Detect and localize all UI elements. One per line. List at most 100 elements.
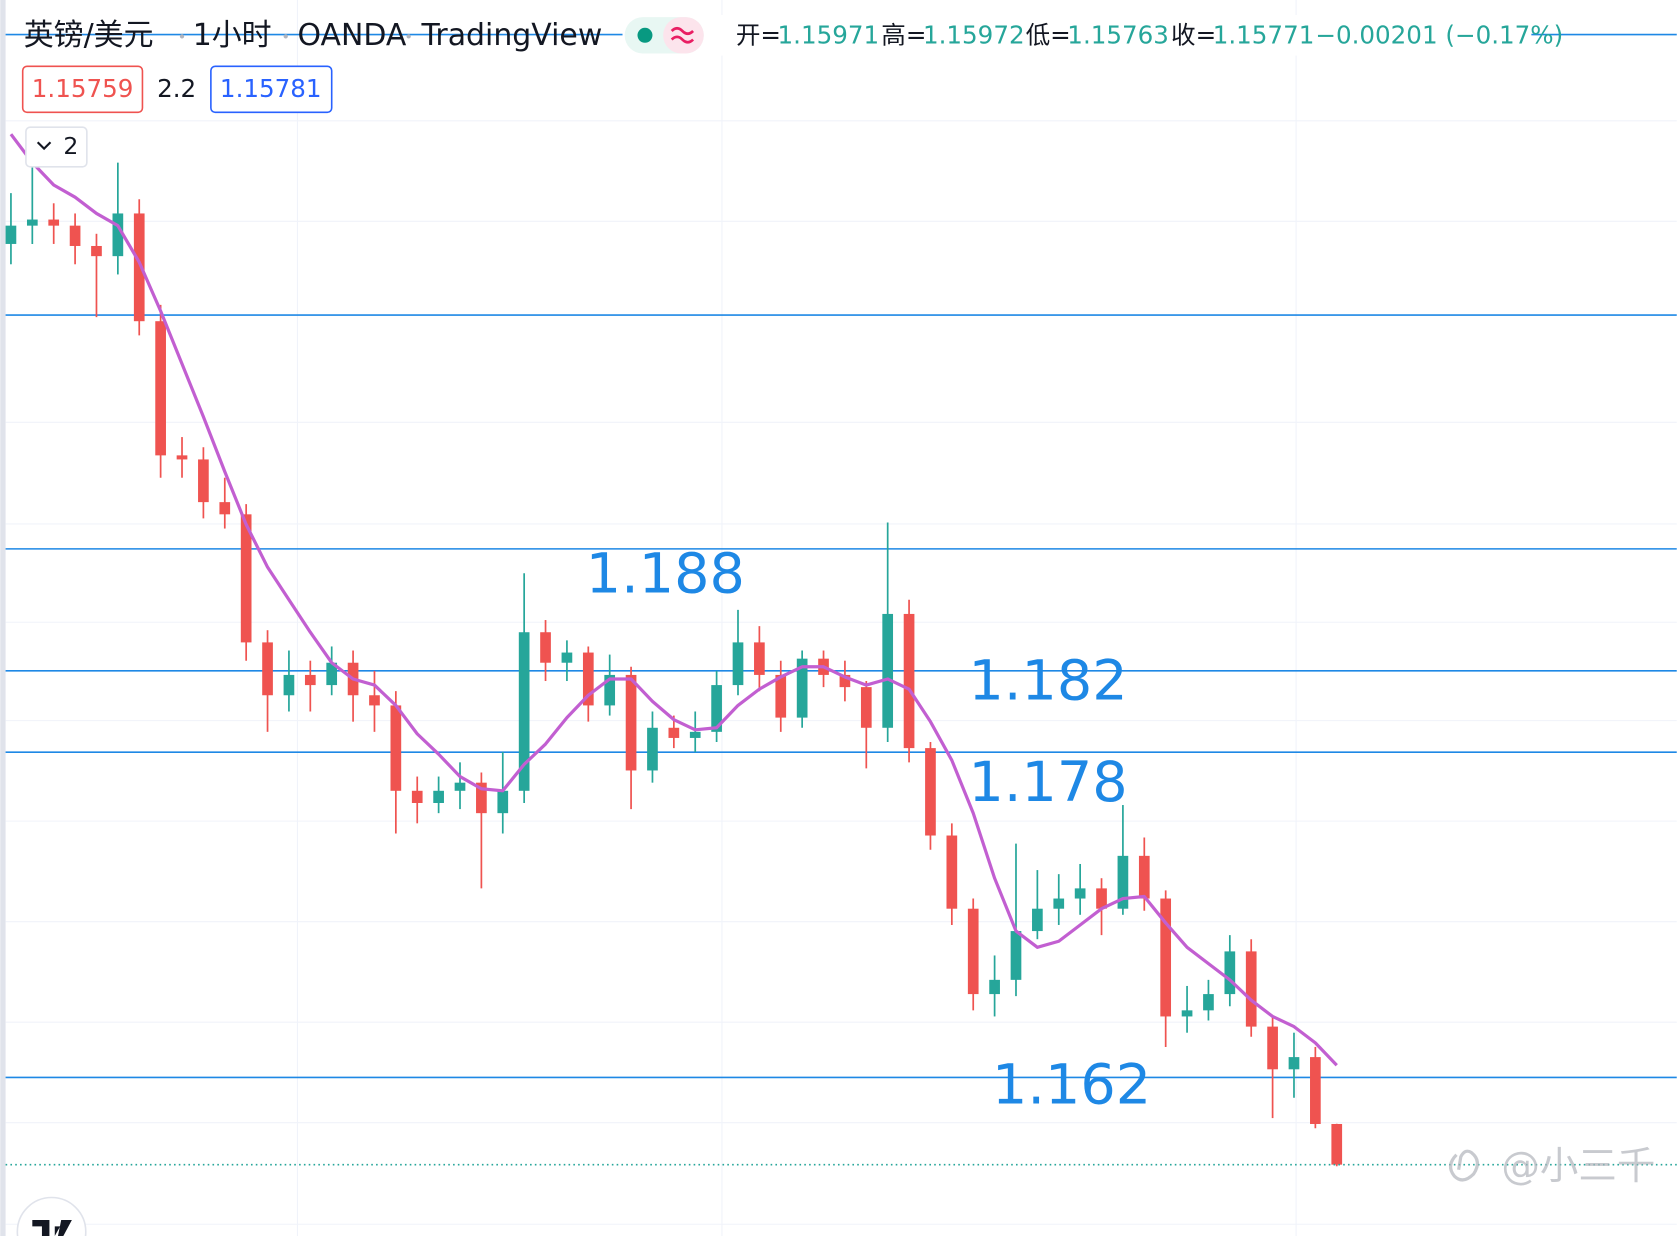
candle-body [518, 632, 530, 791]
candle-body [1074, 888, 1086, 899]
ohlc-label: 收= [1171, 20, 1216, 49]
candle-body [133, 213, 145, 322]
candle-body [775, 674, 787, 718]
open-value: 1.15971 [778, 20, 880, 49]
candle-body [860, 687, 872, 728]
candle-body [176, 455, 188, 460]
candle-body [925, 748, 936, 836]
ask-box[interactable] [210, 65, 333, 114]
overlay: 英镑/美元 1小时 OANDA TradingView 开= 1.15971 高… [16, 14, 1655, 1236]
candle-body [1138, 855, 1150, 899]
candle-body [1010, 931, 1022, 980]
bid-price: 1.15759 [32, 74, 134, 103]
logo-badge[interactable] [16, 1196, 87, 1236]
change: −0.00201 (−0.17%) [1315, 20, 1563, 49]
candle-body [967, 908, 979, 995]
candle-body [1245, 951, 1257, 1027]
candle-body [304, 674, 316, 686]
broker: OANDA [297, 18, 406, 53]
candle-body [732, 642, 744, 686]
candle-body [1053, 898, 1065, 909]
candle-body [668, 727, 680, 738]
ohlc-label: 高= [881, 20, 926, 49]
candle-body [561, 652, 573, 663]
candle-body [476, 782, 487, 814]
candle-body [454, 782, 466, 791]
candle-body [326, 662, 338, 686]
candle-body [582, 652, 594, 706]
indicator-toggle[interactable] [25, 126, 88, 168]
market-open-dot [637, 27, 653, 43]
candle-body [1096, 888, 1107, 909]
candle-body [283, 674, 295, 696]
level-label: 1.162 [992, 1053, 1151, 1118]
candle-body [219, 502, 231, 515]
indicator-count: 2 [63, 132, 78, 160]
candle-body [1310, 1057, 1321, 1124]
candle-body [1288, 1057, 1300, 1070]
logo [32, 1219, 72, 1236]
header-background [622, 14, 1532, 56]
ask-price: 1.15781 [220, 74, 322, 103]
delayed-icon [670, 27, 695, 44]
ohlc-label: 低= [1026, 20, 1071, 49]
candle-body [240, 514, 252, 643]
candle-body [433, 790, 444, 803]
candle-body [625, 674, 637, 771]
candle-body [796, 658, 808, 718]
bid-box[interactable] [21, 65, 144, 114]
candle-body [390, 705, 402, 791]
candle-body [540, 632, 551, 663]
candle-body [1032, 908, 1043, 932]
left-border [0, 0, 6, 1236]
level-label: 1.182 [969, 648, 1128, 713]
plot [5, 33, 1677, 1167]
separator [406, 34, 411, 39]
candle-body [946, 835, 958, 909]
candle-body [411, 790, 423, 803]
candle-body [711, 685, 722, 732]
status-pill-right [663, 17, 704, 54]
ohlc-label: 开= [736, 20, 781, 49]
candle-body [1331, 1123, 1343, 1165]
candle-body [882, 613, 894, 728]
candle-body [1117, 855, 1129, 909]
candle-body [989, 979, 1000, 995]
spread: 2.2 [157, 74, 196, 103]
candle-body [1181, 1010, 1193, 1017]
candle-body [903, 613, 915, 749]
low-value: 1.15763 [1067, 20, 1169, 49]
candle-body [839, 674, 851, 688]
candle-body [112, 213, 124, 257]
candle-body [604, 674, 616, 706]
candle-body [369, 695, 380, 706]
high-value: 1.15972 [923, 20, 1025, 49]
watermark: @小三千 [1501, 1144, 1655, 1189]
symbol: 英镑/美元 [24, 18, 154, 53]
candle-body [198, 459, 209, 503]
candle-body [5, 225, 17, 244]
watermark-logo [1449, 1149, 1479, 1182]
grid [5, 0, 1677, 1236]
candle-body [91, 245, 102, 257]
candle-body [754, 642, 765, 675]
candle-body [69, 225, 81, 246]
candle-body [1224, 951, 1236, 995]
separator [283, 34, 288, 39]
level-label: 1.188 [586, 541, 745, 606]
platform: TradingView [421, 18, 603, 53]
candle-body [497, 790, 509, 814]
candle-body [155, 321, 166, 456]
close-value: 1.15771 [1213, 20, 1315, 49]
candle-body [262, 642, 273, 696]
candle-body [689, 731, 701, 738]
candle-body [1160, 898, 1172, 1017]
candle-body [647, 727, 658, 771]
candle-body [48, 219, 60, 226]
candle-body [1203, 994, 1214, 1011]
candle-body [26, 219, 38, 226]
interval: 1小时 [193, 18, 272, 53]
moving-average [9, 133, 1338, 1067]
